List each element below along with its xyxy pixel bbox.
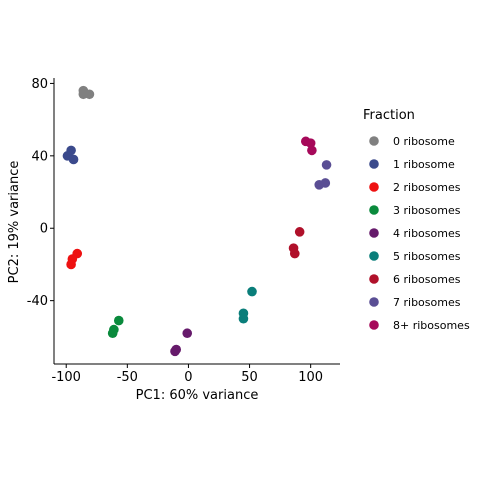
y-axis-ticks: 80 40 0 -40 — [27, 77, 54, 309]
points-layer — [62, 85, 332, 357]
legend-label: 2 ribosomes — [393, 181, 461, 194]
y-tick-label: 80 — [31, 77, 48, 92]
data-point — [289, 248, 300, 259]
y-axis-title: PC2: 19% variance — [7, 161, 22, 284]
legend-label: 6 ribosomes — [393, 273, 461, 286]
x-tick-label: -100 — [51, 370, 81, 385]
legend-label: 5 ribosomes — [393, 250, 461, 263]
legend-label: 0 ribosome — [393, 135, 455, 148]
legend-key — [369, 297, 379, 307]
legend-label: 8+ ribosomes — [393, 319, 470, 332]
data-point — [294, 227, 305, 237]
data-point — [113, 315, 124, 326]
legend-key — [369, 251, 379, 261]
x-axis-ticks: -100 -50 0 50 100 — [51, 364, 323, 385]
legend: Fraction 0 ribosome 1 ribosome 2 ribosomes… — [363, 108, 470, 332]
data-point — [66, 259, 76, 270]
legend-key — [369, 228, 379, 238]
legend-label: 1 ribosome — [393, 158, 455, 171]
data-point — [182, 328, 193, 339]
y-tick-label: 40 — [31, 149, 48, 164]
x-tick-label: 0 — [184, 370, 192, 385]
legend-label: 3 ribosomes — [393, 204, 461, 217]
legend-key — [369, 205, 379, 215]
data-point — [107, 328, 118, 339]
data-point — [307, 145, 317, 156]
x-tick-label: -50 — [117, 370, 138, 385]
legend-items: 0 ribosome 1 ribosome 2 ribosomes 3 ribosom… — [369, 135, 470, 332]
legend-title: Fraction — [363, 108, 415, 123]
x-axis-title: PC1: 60% variance — [136, 388, 259, 403]
legend-key — [369, 136, 379, 146]
data-point — [68, 154, 79, 165]
data-point — [170, 346, 180, 357]
legend-key — [369, 182, 379, 192]
legend-label: 7 ribosomes — [393, 296, 461, 309]
legend-key — [369, 274, 379, 284]
data-point — [238, 313, 249, 324]
legend-key — [369, 159, 379, 169]
y-tick-label: -40 — [27, 294, 48, 309]
data-point — [305, 138, 316, 148]
legend-key — [369, 320, 379, 330]
x-tick-label: 50 — [241, 370, 258, 385]
data-point — [247, 286, 257, 297]
data-point — [321, 160, 332, 170]
y-tick-label: 0 — [40, 222, 48, 237]
data-point — [84, 89, 95, 100]
x-tick-label: 100 — [298, 370, 323, 385]
data-point — [314, 179, 325, 190]
legend-label: 4 ribosomes — [393, 227, 461, 240]
